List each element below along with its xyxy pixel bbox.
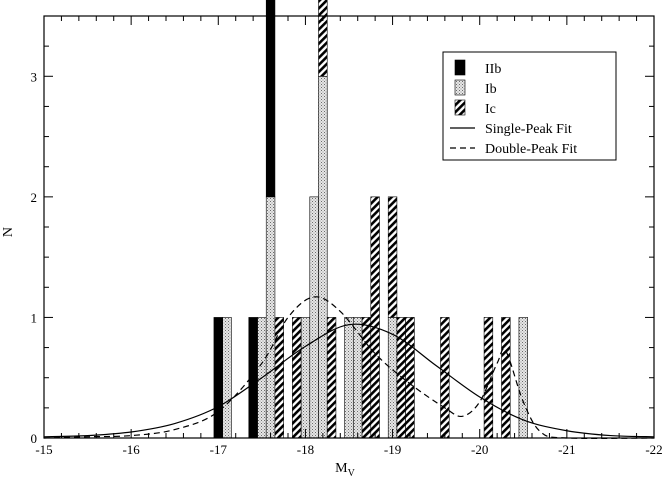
bar-ic [387, 196, 398, 318]
y-tick-label: 0 [31, 431, 38, 446]
bar-ib [300, 317, 311, 439]
bar-ic [292, 317, 302, 439]
y-tick-label: 1 [31, 310, 38, 325]
bar-ic [326, 317, 337, 439]
x-axis-title-sub: V [348, 468, 356, 477]
legend: IIb Ib Ic Single-Peak Fit Double-Peak Fit [442, 51, 617, 161]
x-axis-title-main: M [335, 461, 348, 476]
y-tick-label: 3 [31, 69, 38, 84]
y-axis-title: N [1, 227, 16, 237]
legend-swatch-ib [454, 79, 466, 96]
curves-layer [43, 296, 655, 440]
x-tick-label: -15 [35, 442, 52, 457]
legend-label-ib: Ib [485, 82, 497, 97]
bar-ic [405, 317, 415, 439]
x-tick-label: -16 [122, 442, 140, 457]
bar-iib [265, 0, 276, 198]
x-axis-title: MV [335, 461, 355, 477]
legend-label-single-peak: Single-Peak Fit [485, 122, 572, 137]
bar-ib [344, 317, 354, 439]
bar-ic [274, 317, 284, 439]
bar-ic [396, 317, 406, 439]
bar-ic [318, 0, 328, 77]
legend-items: IIb Ib Ic Single-Peak Fit Double-Peak Fit [450, 59, 577, 157]
legend-label-ic: Ic [485, 102, 496, 117]
bar-ic [440, 317, 450, 439]
axis-ticks [43, 15, 655, 439]
bar-ib [309, 196, 319, 439]
x-tick-label: -21 [558, 442, 575, 457]
x-tick-label: -17 [210, 442, 228, 457]
bar-ib [318, 75, 328, 439]
bar-ic [370, 196, 380, 439]
x-tick-label: -18 [297, 442, 314, 457]
x-tick-label: -19 [384, 442, 401, 457]
bar-ic [361, 317, 372, 439]
axis-tick-labels: -15 -16 -17 -18 -19 -20 -21 -22 0 1 2 3 [31, 69, 663, 457]
bar-ib [222, 317, 232, 439]
single-peak-fit-line [43, 323, 655, 438]
y-tick-label: 2 [31, 190, 38, 205]
x-tick-label: -20 [471, 442, 488, 457]
legend-box [442, 51, 617, 161]
x-tick-label: -22 [645, 442, 662, 457]
legend-label-double-peak: Double-Peak Fit [485, 142, 577, 157]
bar-ib [265, 196, 276, 439]
double-peak-fit-line [43, 296, 655, 440]
bar-ic [501, 317, 511, 439]
legend-label-iib: IIb [485, 62, 501, 77]
legend-swatch-iib [454, 59, 466, 76]
bar-iib [213, 317, 223, 439]
legend-swatch-ic [454, 99, 466, 116]
